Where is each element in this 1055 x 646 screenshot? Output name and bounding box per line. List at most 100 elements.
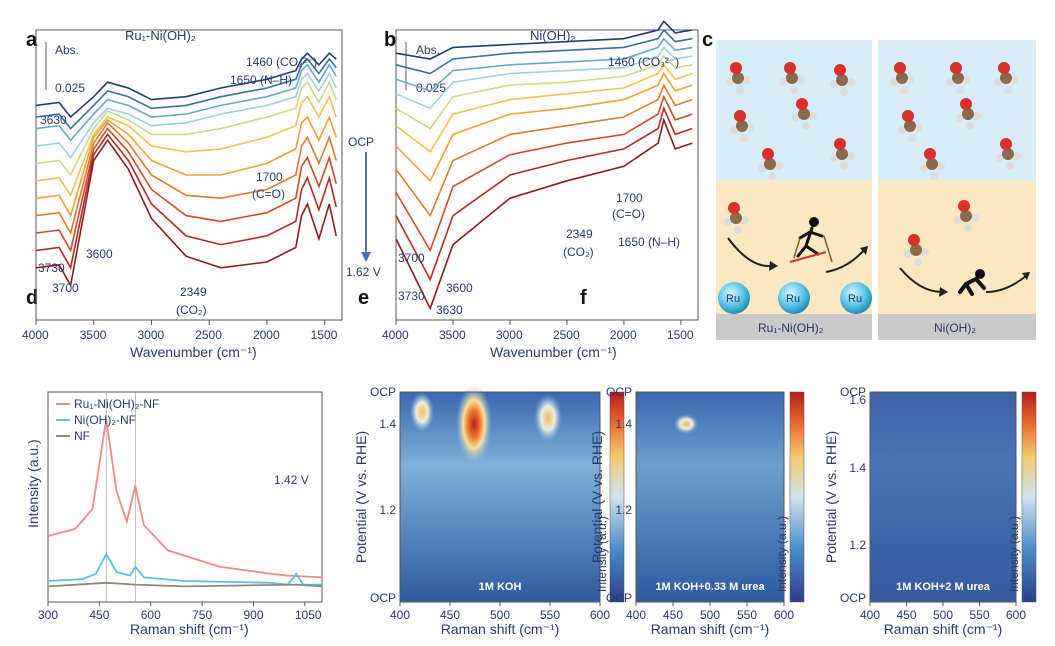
left-arrowhead-1: [769, 261, 778, 271]
left-arrowhead-2: [860, 246, 868, 255]
panel-d-xtick-label: 600: [141, 608, 161, 622]
panel-d-xtick-label: 750: [192, 608, 212, 622]
panel-f-ytick-label: OCP: [606, 591, 632, 605]
panel-a-arrowhead: [361, 252, 371, 262]
panel-d-series-line-3: [47, 581, 323, 588]
hydrogen-atom: [790, 86, 798, 94]
panel-g-ytick-label: 1.2: [849, 538, 866, 552]
panel-a-series-line-7: [35, 114, 337, 218]
panel-b-series-line-10: [395, 105, 693, 282]
panel-b-ann-1700: 1700: [616, 191, 643, 205]
carbon-atom: [896, 72, 908, 84]
panel-b-scale-top: Abs.: [416, 43, 440, 57]
carbon-atom: [1000, 72, 1012, 84]
heatmap-panels: Intensity (a.u.) 1M KOH 400 450 500 550 600 OCP…: [353, 384, 1037, 637]
hydrogen-atom: [840, 88, 848, 96]
panel-e-xtick-label: 400: [390, 608, 410, 622]
panel-b-series-line-9: [395, 94, 693, 253]
panel-g-colorbar-label: Intensity (a.u.): [1007, 516, 1021, 592]
panel-a-ann-2349: 2349: [180, 285, 207, 299]
panel-e-ytick-label: 1.2: [379, 503, 396, 517]
panel-b-ann-1650: 1650 (N–H): [618, 235, 680, 249]
panel-a-ann-co: (C=O): [252, 187, 285, 201]
panel-a-ann-ocp: OCP: [348, 135, 374, 149]
panel-e-ytick-label: 1.4: [379, 417, 396, 431]
hydrogen-atom: [830, 80, 838, 88]
panel-b-series-line-7: [395, 71, 693, 183]
panel-a-ann-1700: 1700: [256, 170, 283, 184]
schematic-right-solution: [878, 40, 1036, 180]
panel-b-scale-bottom: 0.025: [416, 81, 446, 95]
hydrogen-atom: [802, 122, 810, 130]
panel-b-series-line-1: [395, 20, 693, 60]
oxygen-atom: [950, 62, 962, 74]
panel-label-e: e: [358, 287, 369, 309]
panel-f-xtick-label: 550: [737, 608, 757, 622]
oxygen-atom: [796, 98, 808, 110]
oxygen-atom: [908, 234, 920, 246]
panel-a-ann-1460: 1460 (CO₃²⁻): [246, 55, 317, 69]
right-arrowhead-1: [939, 287, 948, 297]
panel-f-colorbar: [789, 391, 805, 603]
panel-a-frame: [35, 29, 343, 321]
panel-g-colorbar: [1021, 391, 1037, 603]
panel-b-series-line-11: [395, 117, 693, 311]
panel-e-inset-label: 1M KOH: [479, 581, 522, 593]
carbon-atom: [1002, 148, 1014, 160]
hydrogen-atom: [920, 164, 928, 172]
panel-g-ytick-label: 1.6: [849, 393, 866, 407]
schematic-left-caption-bar: [716, 314, 872, 340]
panel-b-ann-3630: 3630: [436, 303, 463, 317]
panel-f-xtick-label: 600: [774, 608, 794, 622]
carbon-atom: [786, 72, 798, 84]
panel-b-series-line-6: [395, 63, 693, 153]
panel-d-xlabel: Raman shift (cm⁻¹): [130, 621, 249, 637]
oxygen-atom: [784, 62, 796, 74]
panel-a-xtick-label: 2000: [253, 328, 280, 342]
panel-label-f: f: [580, 287, 587, 309]
panel-a-xtick-label: 3500: [80, 328, 107, 342]
panel-a-series-line-2: [35, 57, 337, 130]
oxygen-atom: [894, 62, 906, 74]
carbon-atom: [764, 158, 776, 170]
panel-d-series-line-1: [47, 418, 323, 579]
panel-f-inset-label: 1M KOH+0.33 M urea: [655, 581, 765, 593]
carbon-atom: [836, 74, 848, 86]
panel-b-ann-1460: 1460 (CO₃²⁻): [608, 55, 679, 69]
panel-f-xtick-label: 400: [626, 608, 646, 622]
panel-g-heatmap: [870, 392, 1016, 602]
panel-a-ann-3700: 3700: [52, 281, 79, 295]
oxygen-atom: [902, 110, 914, 122]
panel-g-xlabel: Raman shift (cm⁻¹): [884, 621, 1003, 637]
panel-b-xtick-label: 1500: [667, 328, 694, 342]
oxygen-atom: [958, 200, 970, 212]
panel-d-series-group: [47, 392, 323, 602]
panel-a-scale-top: Abs.: [55, 43, 79, 57]
panel-f-colorbar-label: Intensity (a.u.): [775, 516, 789, 592]
hydrogen-atom: [963, 76, 971, 84]
panel-e-colorbar: [609, 391, 625, 603]
panel-a-ann-1650: 1650 (N–H): [230, 73, 292, 87]
carbon-atom: [904, 120, 916, 132]
panel-b-ann-co2: (CO₂): [563, 245, 594, 259]
hydrogen-atom: [726, 78, 734, 86]
ru-atom-2: [778, 282, 810, 314]
oxygen-atom: [960, 98, 972, 110]
carbon-atom: [962, 108, 974, 120]
panel-g-ytick-label: OCP: [840, 385, 866, 399]
panel-a-series-line-4: [35, 71, 337, 159]
carbon-atom: [732, 72, 744, 84]
panel-d-annotation: 1.42 V: [274, 473, 309, 487]
panel-e-xtick-label: 600: [590, 608, 610, 622]
hydrogen-atom: [797, 76, 805, 84]
right-arrowhead-2: [1022, 272, 1030, 280]
hydrogen-atom: [966, 122, 974, 130]
panel-g-xtick-label: 400: [860, 608, 880, 622]
panel-b-ann-3600: 3600: [446, 281, 473, 295]
panel-a-scale-bottom: 0.025: [55, 81, 85, 95]
panel-a-ann-co2: (CO₂): [176, 303, 207, 317]
panel-a-series-line-5: [35, 80, 337, 177]
panel-d-ylabel: Intensity (a.u.): [25, 439, 41, 528]
carbon-atom: [910, 244, 922, 256]
panel-label-c: c: [702, 29, 713, 51]
